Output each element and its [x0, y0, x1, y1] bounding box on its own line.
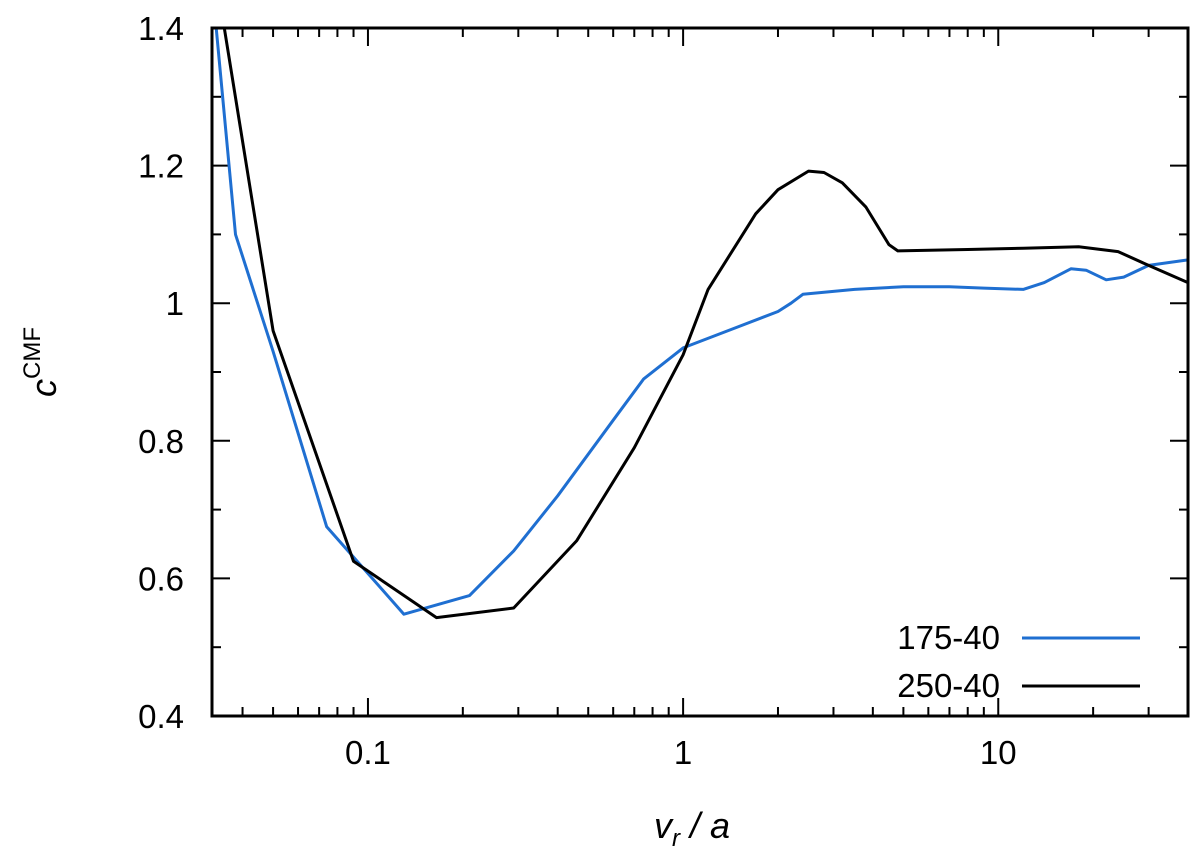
y-tick-label: 0.4	[138, 698, 184, 735]
x-tick-label: 10	[980, 734, 1017, 771]
y-tick-label: 1.4	[138, 10, 184, 47]
ticks-layer: 0.1 1 10 0.4 0.6 0.8 1 1.2 1.4	[138, 10, 1189, 771]
y-tick-label: 1.2	[138, 148, 184, 185]
x-axis-label: vr / a	[654, 805, 730, 852]
series-line-175-40	[214, 28, 1188, 616]
legend: 175-40 250-40	[897, 619, 1140, 704]
y-axis-label: cCMF	[19, 327, 64, 397]
x-tick-label: 0.1	[345, 734, 391, 771]
plot-frame	[210, 26, 1190, 718]
legend-label-175-40: 175-40	[897, 619, 1000, 656]
y-tick-label: 0.8	[138, 423, 184, 460]
series-line-250-40	[222, 28, 1188, 620]
y-tick-label: 1	[166, 285, 184, 322]
legend-label-250-40: 250-40	[897, 667, 1000, 704]
y-tick-label: 0.6	[138, 560, 184, 597]
series-layer	[214, 28, 1188, 620]
x-tick-label: 1	[674, 734, 692, 771]
